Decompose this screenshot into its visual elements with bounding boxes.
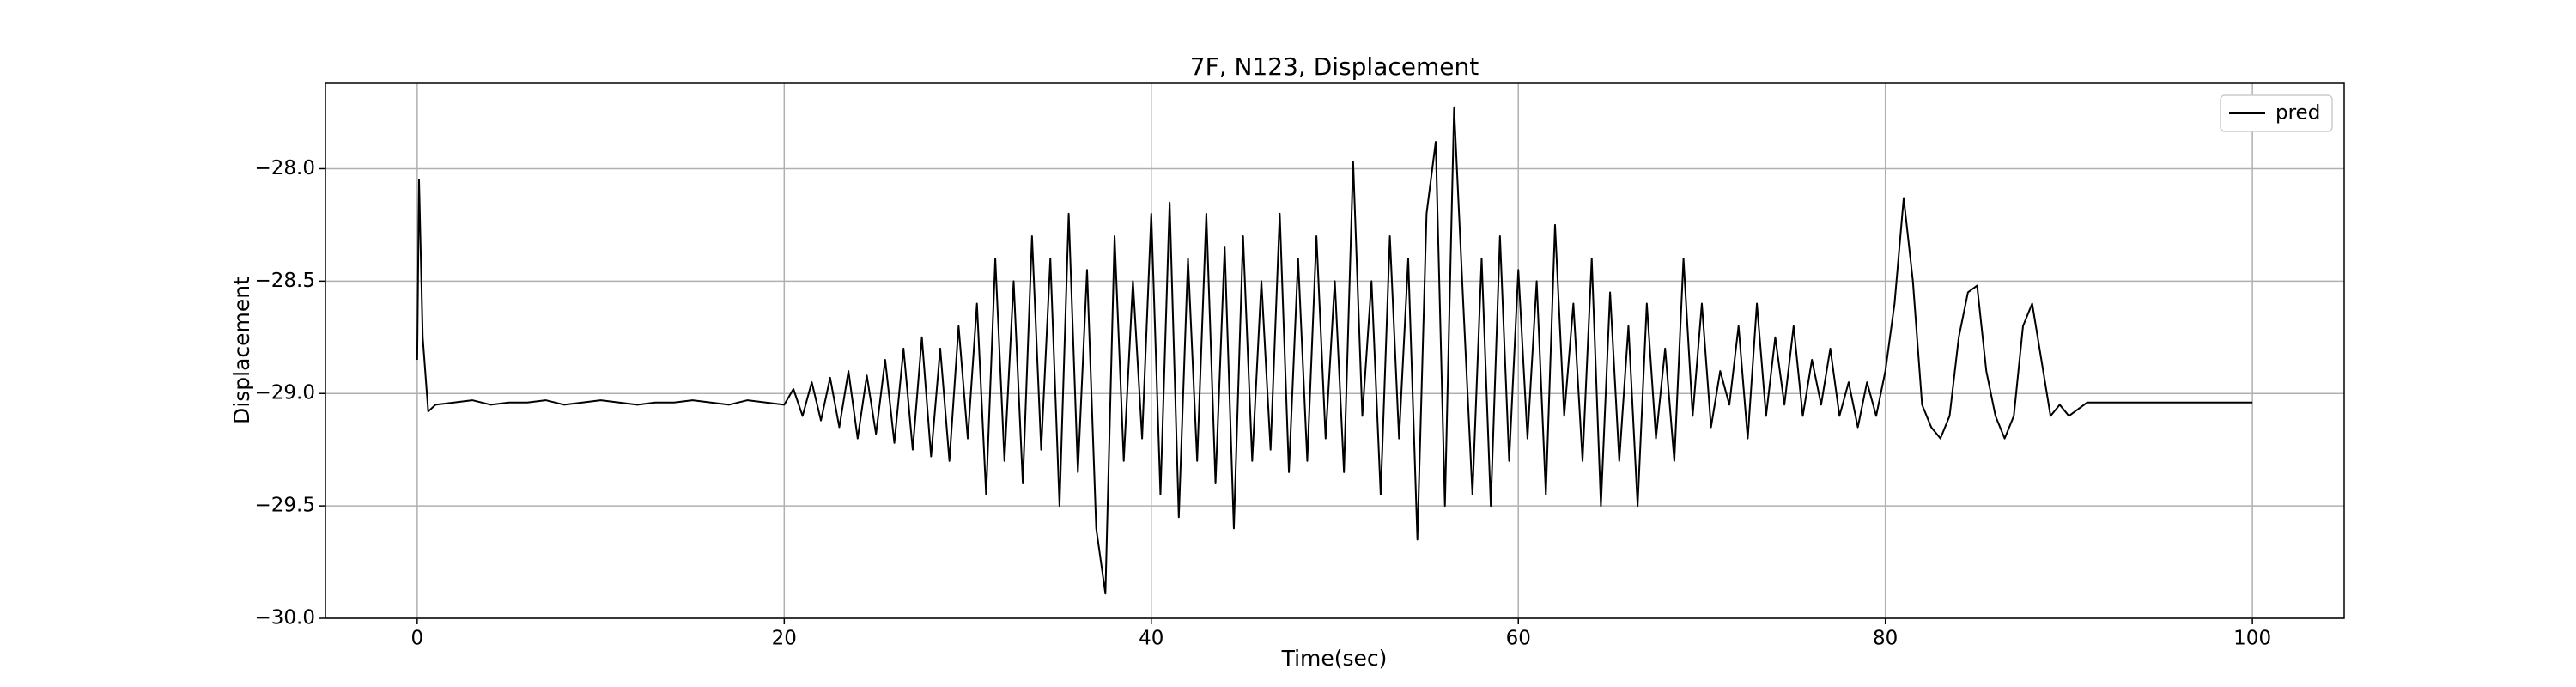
plot-frame <box>325 82 2345 619</box>
y-tick-label: −28.5 <box>255 270 315 292</box>
legend-box <box>2220 94 2333 132</box>
y-axis-label: Displacement <box>229 277 254 424</box>
y-tick-label: −28.0 <box>255 157 315 179</box>
x-tick-label: 60 <box>1506 628 1531 650</box>
y-tick-label: −30.0 <box>255 607 315 629</box>
y-tick-label: −29.0 <box>255 382 315 404</box>
chart-title: 7F, N123, Displacement <box>1190 52 1479 81</box>
x-tick-label: 40 <box>1139 628 1163 650</box>
y-tick-label: −29.5 <box>255 495 315 517</box>
x-tick-label: 20 <box>772 628 797 650</box>
legend-label: pred <box>2275 102 2320 125</box>
line-series <box>416 106 2253 595</box>
x-tick-label: 100 <box>2233 628 2271 650</box>
x-tick-label: 0 <box>411 628 424 650</box>
x-tick-label: 80 <box>1873 628 1898 650</box>
x-axis-label: Time(sec) <box>1281 646 1388 671</box>
